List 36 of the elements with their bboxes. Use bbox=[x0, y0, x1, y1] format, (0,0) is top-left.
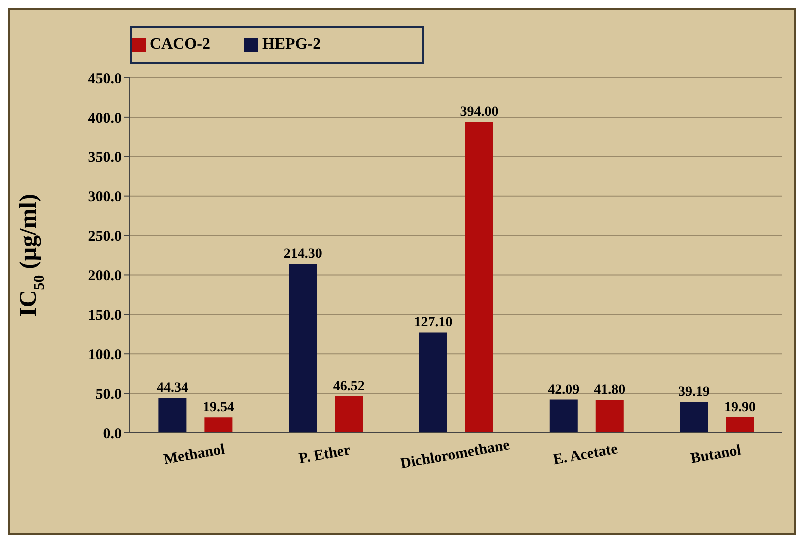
bar bbox=[335, 396, 364, 433]
y-tick-label: 200.0 bbox=[88, 268, 122, 285]
bar bbox=[550, 400, 578, 433]
y-tick-label: 100.0 bbox=[88, 347, 122, 364]
data-label: 44.34 bbox=[156, 381, 188, 396]
y-tick-label: 400.0 bbox=[88, 110, 122, 127]
bar bbox=[680, 402, 708, 433]
bar bbox=[596, 400, 624, 433]
bar bbox=[158, 398, 187, 433]
data-label: 46.52 bbox=[333, 379, 365, 394]
data-label: 41.80 bbox=[594, 383, 626, 398]
data-label: 127.10 bbox=[414, 316, 453, 331]
y-tick-label: 50.0 bbox=[96, 386, 122, 403]
x-tick-label: E. Acetate bbox=[552, 441, 620, 469]
x-tick-label: Methanol bbox=[162, 442, 226, 468]
legend-label: HEPG-2 bbox=[262, 36, 322, 53]
y-tick-label: 300.0 bbox=[88, 190, 122, 206]
y-tick-label: 350.0 bbox=[88, 150, 122, 166]
data-label: 214.30 bbox=[284, 246, 322, 262]
data-label: 42.09 bbox=[548, 382, 580, 398]
y-tick-label: 450.0 bbox=[88, 71, 122, 88]
data-label: 19.90 bbox=[724, 400, 756, 416]
bar bbox=[465, 122, 494, 433]
data-label: 394.00 bbox=[460, 105, 499, 120]
bar bbox=[419, 332, 448, 433]
legend-label: CACO-2 bbox=[150, 36, 210, 53]
y-tick-label: 0.0 bbox=[103, 426, 122, 442]
bar bbox=[289, 264, 318, 433]
data-label: 39.19 bbox=[678, 385, 710, 400]
bar bbox=[726, 417, 754, 433]
y-tick-label: 150.0 bbox=[88, 308, 122, 324]
x-tick-label: Butanol bbox=[690, 442, 743, 468]
y-tick-label: 250.0 bbox=[88, 229, 122, 246]
x-tick-label: P. Ether bbox=[298, 442, 352, 468]
data-label: 19.54 bbox=[202, 400, 234, 416]
bar bbox=[204, 418, 233, 433]
